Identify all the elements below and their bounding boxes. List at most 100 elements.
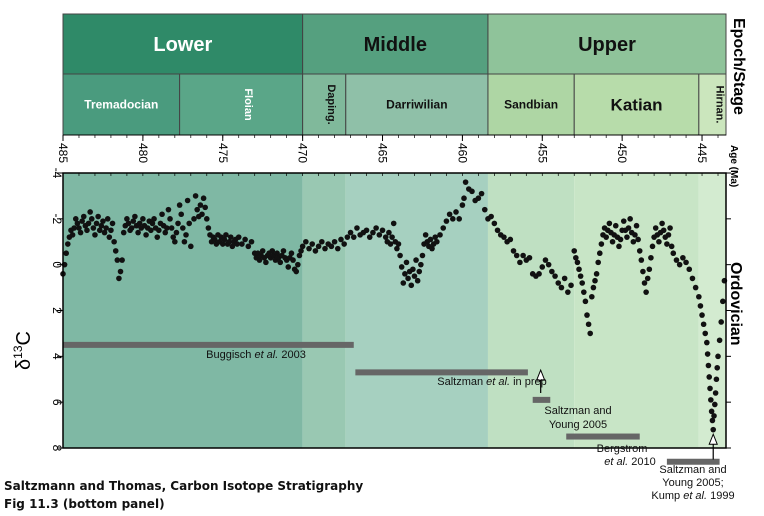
data-point <box>298 248 304 254</box>
data-point <box>205 225 212 231</box>
data-point <box>712 390 719 396</box>
data-point <box>290 257 296 263</box>
data-point <box>612 222 619 229</box>
data-point <box>350 234 357 240</box>
data-point <box>565 289 571 295</box>
data-point <box>585 321 592 328</box>
data-point <box>545 261 552 268</box>
data-point <box>80 213 87 220</box>
data-point <box>501 234 507 240</box>
data-point <box>180 225 186 231</box>
data-point <box>706 374 713 380</box>
data-point <box>488 213 494 220</box>
data-point <box>649 243 656 250</box>
data-point <box>259 248 266 254</box>
data-point <box>184 197 191 204</box>
data-point <box>571 248 578 254</box>
data-point <box>341 241 347 247</box>
data-point <box>660 227 667 234</box>
data-point <box>322 245 328 252</box>
data-point <box>422 232 429 238</box>
data-point <box>720 298 726 305</box>
data-point <box>664 241 670 247</box>
y-tick-label: 6 <box>50 399 64 406</box>
data-point <box>211 236 218 243</box>
data-point <box>632 232 638 238</box>
data-point <box>373 225 379 231</box>
reference-label: Kump et al. 1999 <box>651 490 734 502</box>
data-point <box>104 216 111 222</box>
data-point <box>132 213 138 220</box>
data-point <box>491 220 498 227</box>
data-point <box>296 252 303 259</box>
stage-label: Floian <box>242 88 254 121</box>
x-axis-label: Age (Ma) <box>728 145 739 187</box>
data-point <box>117 268 124 275</box>
reference-bar <box>666 458 720 465</box>
data-point <box>165 206 172 213</box>
data-point <box>568 282 574 289</box>
data-point <box>370 229 376 236</box>
reference-label: Saltzman et al. in prep <box>437 376 546 388</box>
data-point <box>400 280 407 286</box>
epoch-cell <box>62 13 304 75</box>
data-point <box>513 252 520 259</box>
data-point <box>411 273 418 279</box>
data-point <box>589 293 595 300</box>
data-point <box>576 266 582 273</box>
data-point <box>106 234 113 240</box>
reference-bar <box>63 341 354 348</box>
stage-cell <box>302 73 347 136</box>
data-point <box>592 277 598 284</box>
data-point <box>87 209 93 215</box>
data-point <box>293 268 300 275</box>
reference-labels: Buggisch et al. 2003 Saltzman et al. in p… <box>206 349 734 502</box>
data-point <box>517 259 523 266</box>
data-point <box>665 232 672 238</box>
data-point <box>194 206 200 213</box>
data-point <box>711 413 717 419</box>
reference-label: Young 2005 <box>549 419 607 431</box>
data-point <box>98 222 105 229</box>
data-point <box>100 218 106 224</box>
reference-label: Saltzman and <box>659 464 726 476</box>
data-point <box>256 257 263 263</box>
data-point <box>376 232 383 238</box>
data-point <box>109 220 116 227</box>
data-point <box>710 426 717 433</box>
data-point <box>713 376 720 383</box>
data-point <box>643 289 649 295</box>
data-point <box>633 222 640 229</box>
data-point <box>203 216 210 222</box>
data-point <box>624 234 630 240</box>
data-point <box>636 248 643 254</box>
data-point <box>419 252 426 259</box>
reference-label: Young 2005; <box>662 477 723 489</box>
data-point <box>536 271 542 277</box>
data-point <box>248 238 255 245</box>
data-point <box>71 225 77 231</box>
data-point <box>288 250 295 257</box>
data-point <box>389 234 395 240</box>
data-point <box>379 227 386 234</box>
data-point <box>93 220 100 227</box>
data-point <box>416 268 423 275</box>
stage-label: Daping. <box>325 84 337 124</box>
stage-cell <box>487 73 575 136</box>
data-point <box>670 250 677 257</box>
data-point <box>387 241 394 247</box>
data-point <box>704 339 710 346</box>
data-point <box>191 216 197 222</box>
data-point <box>408 282 415 289</box>
data-point <box>668 243 675 250</box>
data-point <box>334 245 341 252</box>
data-point <box>434 238 440 245</box>
stage-cell <box>179 73 304 136</box>
data-point <box>590 284 597 291</box>
data-point <box>397 252 403 259</box>
data-point <box>200 195 207 202</box>
data-point <box>69 232 76 238</box>
data-point <box>714 364 721 371</box>
data-point <box>638 257 645 263</box>
